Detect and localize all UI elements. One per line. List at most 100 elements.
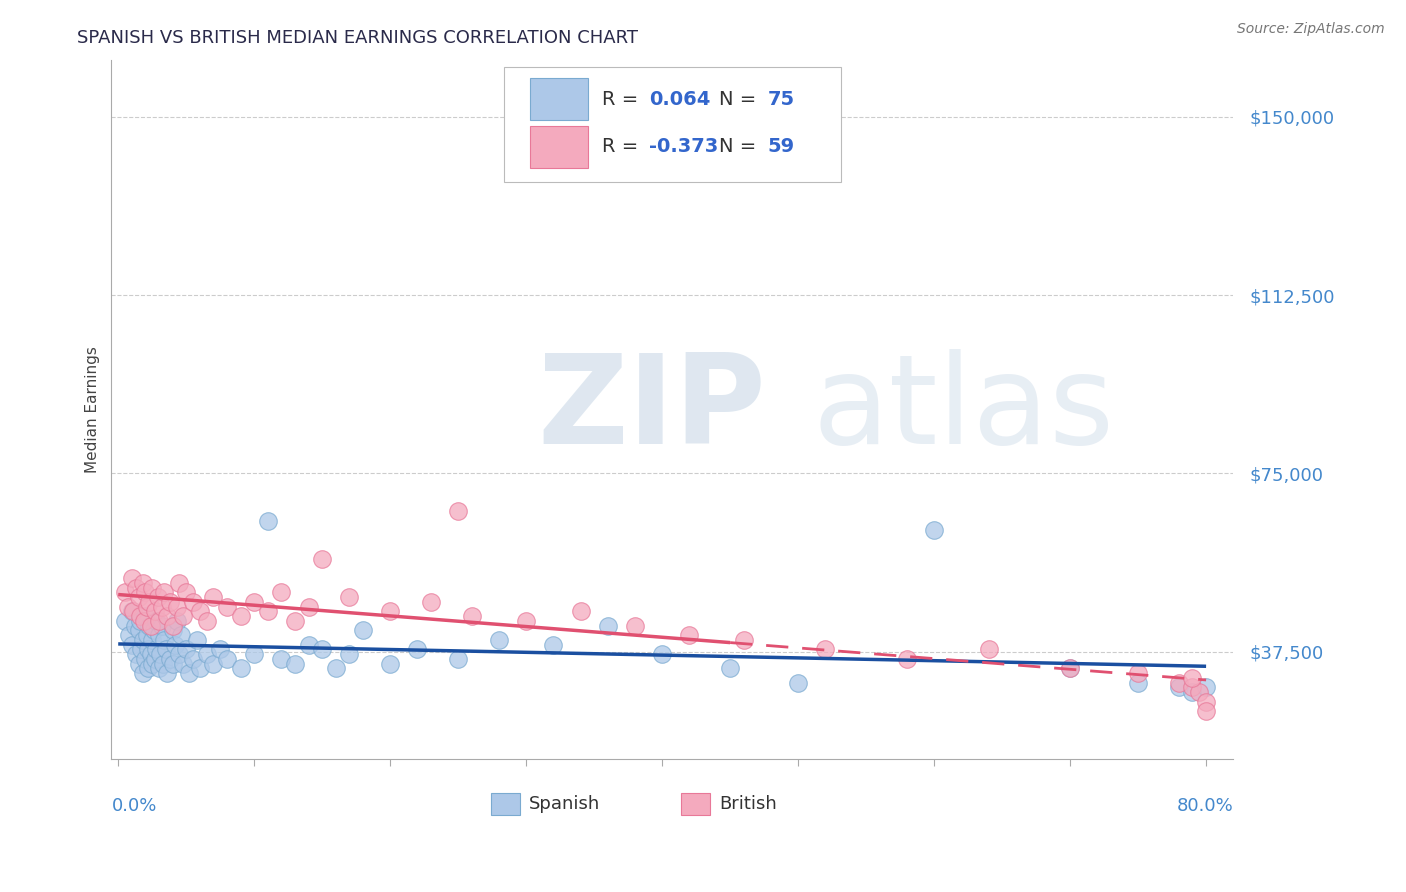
FancyBboxPatch shape <box>530 126 588 168</box>
Point <box>718 661 741 675</box>
Point <box>128 624 150 638</box>
Text: ZIP: ZIP <box>537 349 766 470</box>
Text: atlas: atlas <box>813 349 1115 470</box>
Point <box>165 638 187 652</box>
Point <box>131 666 153 681</box>
Point <box>136 661 159 675</box>
Point <box>311 552 333 566</box>
Point <box>569 604 592 618</box>
Text: 0.064: 0.064 <box>648 90 710 109</box>
Point <box>215 599 238 614</box>
Point <box>325 661 347 675</box>
Point <box>134 652 156 666</box>
Point <box>121 571 143 585</box>
Point <box>114 614 136 628</box>
Point <box>129 609 152 624</box>
Text: -0.373: -0.373 <box>648 137 718 156</box>
Point <box>215 652 238 666</box>
Point <box>977 642 1000 657</box>
Point <box>1195 695 1218 709</box>
Point <box>174 585 197 599</box>
Point <box>284 614 307 628</box>
Point <box>181 652 204 666</box>
Point <box>125 647 148 661</box>
Text: British: British <box>720 796 778 814</box>
Point <box>139 647 162 661</box>
Point <box>132 614 155 628</box>
Point <box>131 642 153 657</box>
Point <box>169 575 191 590</box>
Point <box>141 632 163 647</box>
Text: N =: N = <box>720 137 763 156</box>
Text: N =: N = <box>720 90 763 109</box>
Point <box>270 585 292 599</box>
Point <box>131 575 153 590</box>
Point <box>173 609 195 624</box>
Text: Source: ZipAtlas.com: Source: ZipAtlas.com <box>1237 22 1385 37</box>
Point <box>297 599 319 614</box>
Point <box>270 652 292 666</box>
Point <box>129 614 152 628</box>
Point <box>162 624 184 638</box>
Point <box>209 642 232 657</box>
Point <box>145 642 167 657</box>
Y-axis label: Median Earnings: Median Earnings <box>86 346 100 473</box>
Point <box>159 595 181 609</box>
Point <box>166 599 188 614</box>
Point <box>153 585 176 599</box>
Point <box>243 647 266 661</box>
Point <box>256 604 278 618</box>
Point <box>515 614 537 628</box>
Point <box>143 604 166 618</box>
Point <box>135 628 157 642</box>
Point <box>188 604 211 618</box>
Point <box>159 652 181 666</box>
Point <box>284 657 307 671</box>
Point <box>114 585 136 599</box>
Point <box>202 590 225 604</box>
Point <box>152 657 174 671</box>
Point <box>896 652 918 666</box>
Point <box>1167 675 1189 690</box>
Point <box>678 628 700 642</box>
Point <box>136 642 159 657</box>
Point <box>150 599 173 614</box>
FancyBboxPatch shape <box>682 793 710 815</box>
Point <box>922 524 945 538</box>
Point <box>352 624 374 638</box>
Point <box>447 504 470 518</box>
Point <box>202 657 225 671</box>
Point <box>124 618 146 632</box>
Text: Spanish: Spanish <box>529 796 600 814</box>
Point <box>148 661 170 675</box>
Point <box>139 618 162 632</box>
Point <box>118 628 141 642</box>
Point <box>121 604 143 618</box>
Point <box>337 647 360 661</box>
Point <box>733 632 755 647</box>
Text: R =: R = <box>602 137 644 156</box>
Text: 80.0%: 80.0% <box>1177 797 1233 815</box>
Point <box>156 609 179 624</box>
Point <box>155 642 177 657</box>
Point <box>146 590 169 604</box>
Point <box>195 647 218 661</box>
Point <box>1181 671 1204 685</box>
Point <box>131 632 153 647</box>
Point <box>186 632 208 647</box>
Point <box>1126 675 1149 690</box>
Point <box>406 642 429 657</box>
Point <box>1181 685 1204 699</box>
Point <box>181 595 204 609</box>
Text: R =: R = <box>602 90 644 109</box>
Point <box>153 632 176 647</box>
Point <box>150 618 173 632</box>
Point <box>173 657 195 671</box>
Point <box>128 657 150 671</box>
Point <box>596 618 619 632</box>
Text: 59: 59 <box>768 137 794 156</box>
Point <box>1126 666 1149 681</box>
Point <box>651 647 673 661</box>
Point <box>149 647 172 661</box>
Point <box>135 599 157 614</box>
